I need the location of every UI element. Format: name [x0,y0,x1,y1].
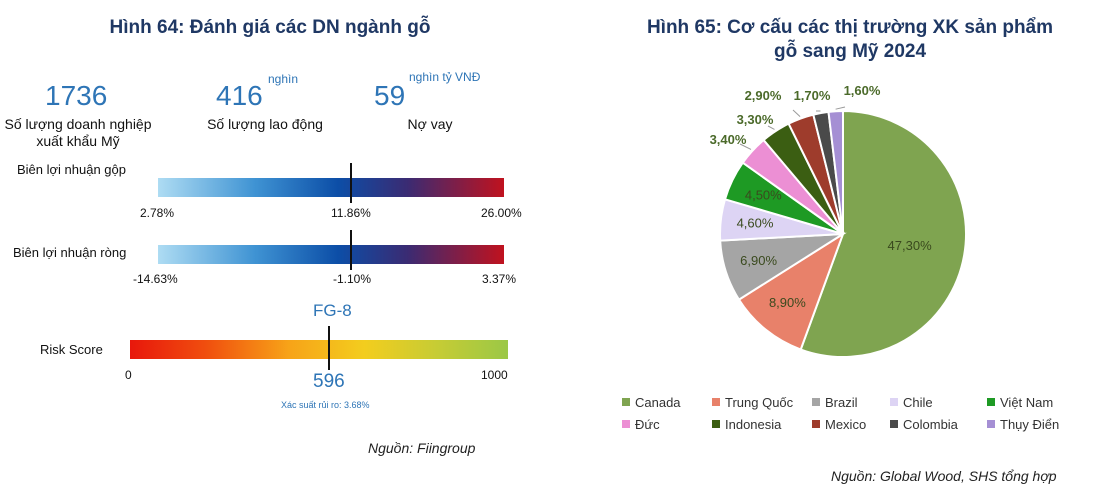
pie-label-brazil: 6,90% [740,253,777,268]
pie-slice-canada [799,109,967,358]
pie-label-việt-nam: 4,50% [745,187,782,202]
risk-score-label: Risk Score [40,342,103,357]
pie-label-indonesia: 3,30% [737,112,774,127]
risk-score-value: 596 [313,371,345,392]
legend-label: Trung Quốc [725,395,794,410]
legend-item-brazil: Brazil [812,395,858,410]
gross-margin-marker [350,163,352,203]
right-figure-title: Hình 65: Cơ cấu các thị trường XK sản ph… [590,16,1110,64]
risk-probability: Xác suất rủi ro: 3.68% [281,400,370,410]
stat-debt-unit: nghìn tỷ VNĐ [409,70,481,84]
gross-margin-label: Biên lợi nhuận gộp [17,162,126,177]
pie-label-canada: 47,30% [888,238,933,253]
legend-swatch [890,420,898,428]
risk-score-bar [130,340,508,359]
pie-label-đức: 3,40% [710,132,747,147]
legend-item-indonesia: Indonesia [712,417,781,432]
pie-leader-line [767,125,775,130]
legend-swatch [812,420,820,428]
legend-swatch [622,398,630,406]
net-margin-bar [158,245,504,264]
stat-debt-label: Nợ vay [407,116,453,132]
legend-swatch [712,420,720,428]
pie-leader-line [835,106,846,110]
legend-item-thụy-điển: Thụy Điển [987,417,1059,432]
pie-label-colombia: 1,70% [794,88,831,103]
stat-enterprises-label: Số lượng doanh nghiệp xuất khẩu Mỹ [0,116,156,150]
legend-label: Đức [635,417,660,432]
legend-label: Việt Nam [1000,395,1054,410]
stat-debt-value: 59 [374,80,406,111]
risk-grade: FG-8 [313,301,352,320]
legend-swatch [712,398,720,406]
legend-label: Mexico [825,417,867,432]
legend-item-chile: Chile [890,395,933,410]
legend-label: Thụy Điển [1000,417,1060,432]
left-source: Nguồn: Fiingroup [368,440,476,456]
risk-score-marker [328,326,330,370]
pie-label-mexico: 2,90% [745,88,782,103]
pie-slice-thụy-điển [827,109,844,235]
legend-swatch [987,420,995,428]
legend-item-canada: Canada [622,395,681,410]
risk-score-max: 1000 [481,368,508,382]
pie-slice-trung-quốc [737,231,845,351]
legend-item-colombia: Colombia [890,417,958,432]
stat-workers-label: Số lượng lao động [207,116,323,132]
stat-enterprises-value: 1736 [45,80,108,111]
legend-label: Brazil [825,395,858,410]
pie-leader-line [739,143,752,150]
legend-swatch [890,398,898,406]
pie-leader-line [792,109,801,117]
legend-label: Indonesia [725,417,782,432]
gross-margin-bar [158,178,504,197]
net-margin-mid: -1.10% [333,272,372,286]
legend-item-mexico: Mexico [812,417,866,432]
stat-workers-unit: nghìn [268,72,299,86]
legend-item-đức: Đức [622,417,660,432]
gross-margin-mid: 11.86% [331,206,371,220]
net-margin-min: -14.63% [133,272,178,286]
pie-legend: Canada Trung Quốc Brazil Chile Việt Nam Đức In… [622,395,1102,439]
legend-label: Canada [635,395,681,410]
gross-margin-max: 26.00% [481,206,522,220]
right-figure-title-line1: Hình 65: Cơ cấu các thị trường XK sản ph… [646,17,1054,38]
legend-swatch [622,420,630,428]
legend-item-trung-quốc: Trung Quốc [712,395,793,410]
stat-enterprises-label-line2: xuất khẩu Mỹ [36,133,120,149]
stat-workers-value: 416 [216,80,263,111]
risk-score-min: 0 [125,368,132,382]
net-margin-marker [350,230,352,270]
pie-chart: 47,30% 8,90% 6,90% 4,60% 4,50% 3,40% 3,30% 2,90… [710,83,967,358]
legend-label: Colombia [903,417,958,432]
gross-margin-min: 2.78% [140,206,175,220]
legend-swatch [987,398,995,406]
right-source: Nguồn: Global Wood, SHS tổng hợp [831,468,1057,484]
legend-label: Chile [903,395,933,410]
right-figure-title-line2: gỗ sang Mỹ 2024 [773,41,927,62]
pie-label-trung-quốc: 8,90% [769,295,806,310]
net-margin-max: 3.37% [482,272,517,286]
left-figure-title: Hình 64: Đánh giá các DN ngành gỗ [109,17,431,38]
net-margin-label: Biên lợi nhuận ròng [13,245,127,260]
legend-item-việt-nam: Việt Nam [987,395,1053,410]
stat-enterprises-label-line1: Số lượng doanh nghiệp [4,116,152,132]
legend-swatch [812,398,820,406]
pie-label-thụy-điển: 1,60% [844,83,881,98]
pie-label-chile: 4,60% [737,216,774,231]
